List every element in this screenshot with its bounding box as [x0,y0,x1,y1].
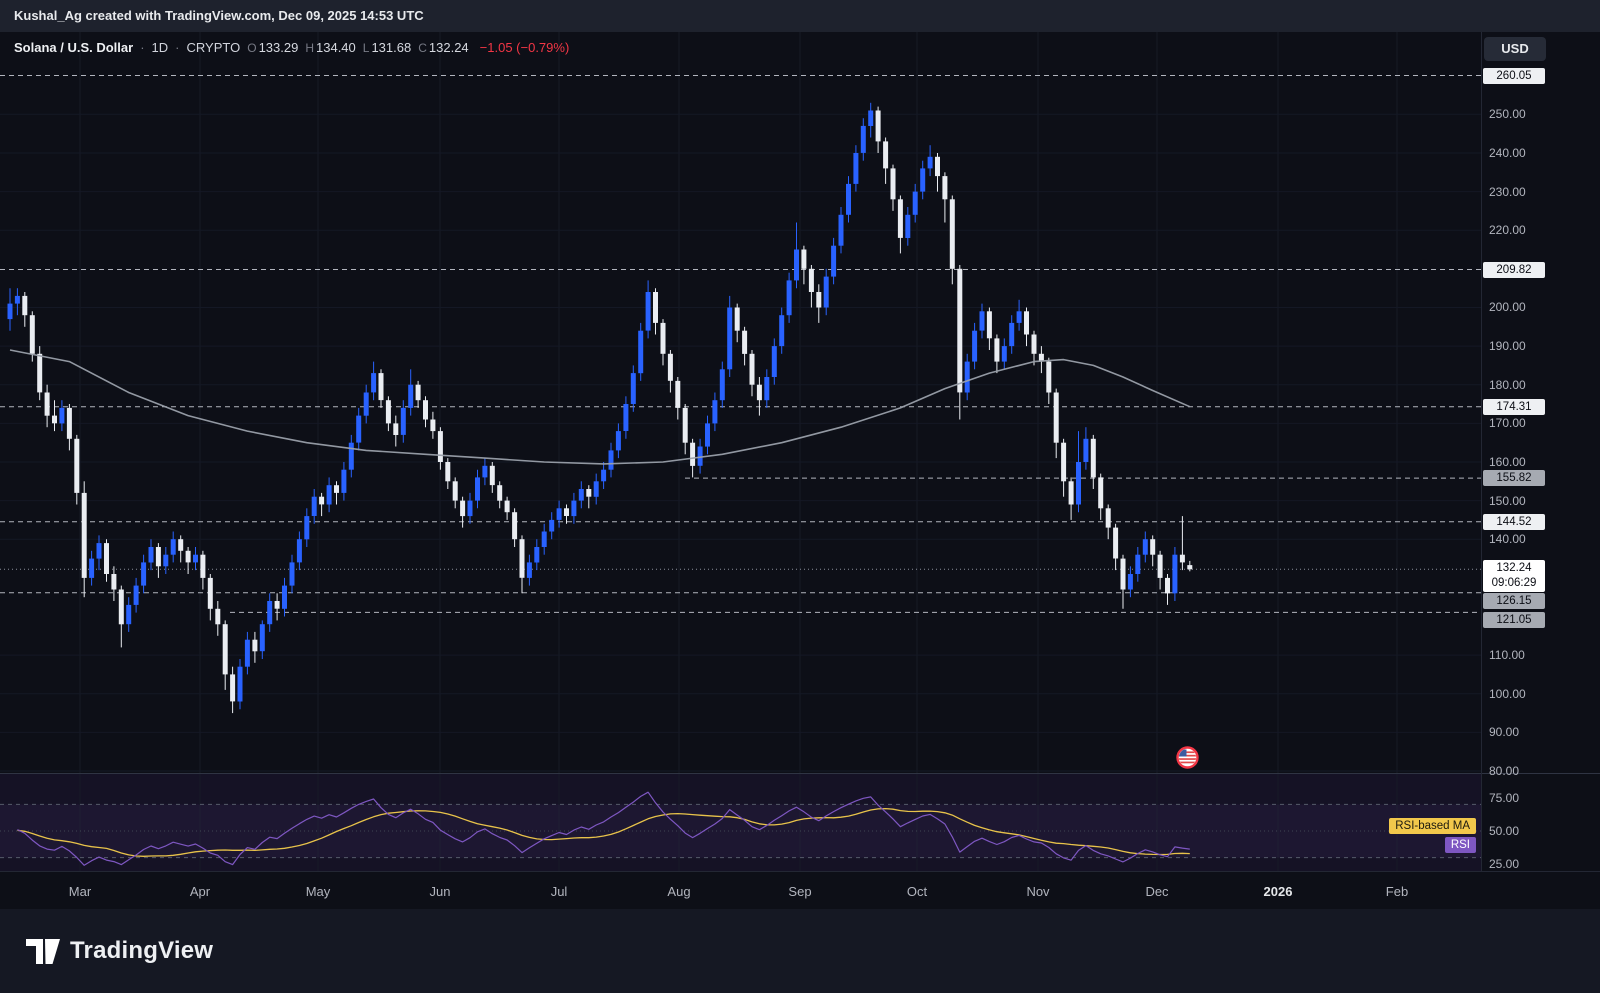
level-lines[interactable] [0,75,1481,613]
footer-bar: TradingView [0,909,1600,993]
tradingview-logo [26,938,60,964]
currency-button[interactable]: USD [1484,37,1546,61]
price-level-badge[interactable]: 155.82 [1483,470,1545,487]
price-level-badge[interactable]: 126.15 [1483,592,1545,609]
rsi-indicator-canvas[interactable] [0,773,1481,871]
rsi-badge[interactable]: RSI [1444,837,1476,853]
candles[interactable] [7,102,1193,714]
rsi-ma-badge[interactable]: RSI-based MA [1389,818,1476,834]
rsi-axis[interactable]: 75.00 50.00 25.00 [1482,0,1600,993]
brand-name: TradingView [70,937,214,964]
price-tick-label: 240.00 [1489,145,1526,160]
price-level-badge[interactable]: 174.31 [1483,398,1545,415]
price-tick-label: 150.00 [1489,493,1526,508]
month-label: Sep [788,884,812,899]
price-tick-label: 200.00 [1489,300,1526,315]
ohlc-close: C 132.24 [418,40,469,55]
moving-average-line [9,349,1191,465]
month-label: Oct [906,884,928,899]
price-tick-label: 170.00 [1489,416,1526,431]
price-tick-label: 160.00 [1489,454,1526,469]
price-chart-canvas[interactable] [0,32,1481,773]
ohlc-high: H 134.40 [305,40,356,55]
last-price-badge: 132.24 09:06:29 [1483,560,1545,593]
price-tick-label: 90.00 [1489,725,1520,740]
price-tick-label: 80.00 [1489,764,1520,778]
price-axis-separator [1481,32,1482,871]
month-label: 2026 [1263,884,1293,899]
price-tick-label: 220.00 [1489,223,1526,238]
change-value: −1.05 (−0.79%) [479,40,570,55]
month-label: Mar [68,884,92,899]
rsi-tick-label: 50.00 [1489,824,1520,838]
rsi-tick-label: 25.00 [1489,857,1520,872]
price-tick-label: 230.00 [1489,184,1526,199]
month-label: Apr [189,884,211,899]
price-level-badge[interactable]: 260.05 [1483,67,1545,84]
price-tick-label: 110.00 [1489,648,1525,663]
symbol-name[interactable]: Solana / U.S. Dollar [14,40,134,55]
price-level-badge[interactable]: 209.82 [1483,261,1545,278]
ohlc-open: O 133.29 [247,40,299,55]
rsi-pane-background [0,773,1481,871]
price-level-badge[interactable]: 121.05 [1483,612,1545,629]
time-axis-separator [0,871,1600,872]
price-level-badge[interactable]: 144.52 [1483,513,1545,530]
price-tick-label: 190.00 [1489,339,1526,354]
interval-label[interactable]: 1D [151,40,169,55]
month-label: May [305,884,331,899]
symbol-legend: Solana / U.S. Dollar · 1D · CRYPTO O 133… [14,40,569,55]
rsi-line [17,791,1190,866]
month-label: Nov [1026,884,1050,899]
rsi-ma-line [17,807,1190,857]
legend-separator: · [140,40,145,55]
month-label: Aug [667,884,691,899]
price-axis[interactable]: 250.00 240.00 230.00 220.00 200.00 190.00 180.… [1482,0,1600,993]
price-tick-label: 180.00 [1489,377,1526,392]
price-tick-label: 140.00 [1489,532,1526,547]
month-label: Jun [429,884,451,899]
legend-separator: · [175,40,180,55]
last-price-value: 132.24 [1496,562,1532,575]
ohlc-low: L 131.68 [362,40,412,55]
month-label: Dec [1145,884,1169,899]
exchange-label: CRYPTO [186,40,241,55]
grid-layer [0,32,1481,871]
month-label: Feb [1385,884,1409,899]
time-axis[interactable]: Mar Apr May Jun Jul Aug Sep Oct Nov Dec 2026 Feb [0,871,1481,908]
us-flag-icon [1176,746,1199,769]
rsi-tick-label: 75.00 [1489,790,1520,805]
bar-countdown: 09:06:29 [1491,577,1537,590]
pane-separator[interactable] [0,773,1600,774]
month-label: Jul [550,884,568,899]
price-tick-label: 100.00 [1489,686,1526,701]
attribution-bar: Kushal_Ag created with TradingView.com, … [0,0,1600,32]
price-tick-label: 250.00 [1489,107,1526,122]
attribution-text: Kushal_Ag created with TradingView.com, … [14,8,424,23]
grid-lines [0,32,1481,871]
